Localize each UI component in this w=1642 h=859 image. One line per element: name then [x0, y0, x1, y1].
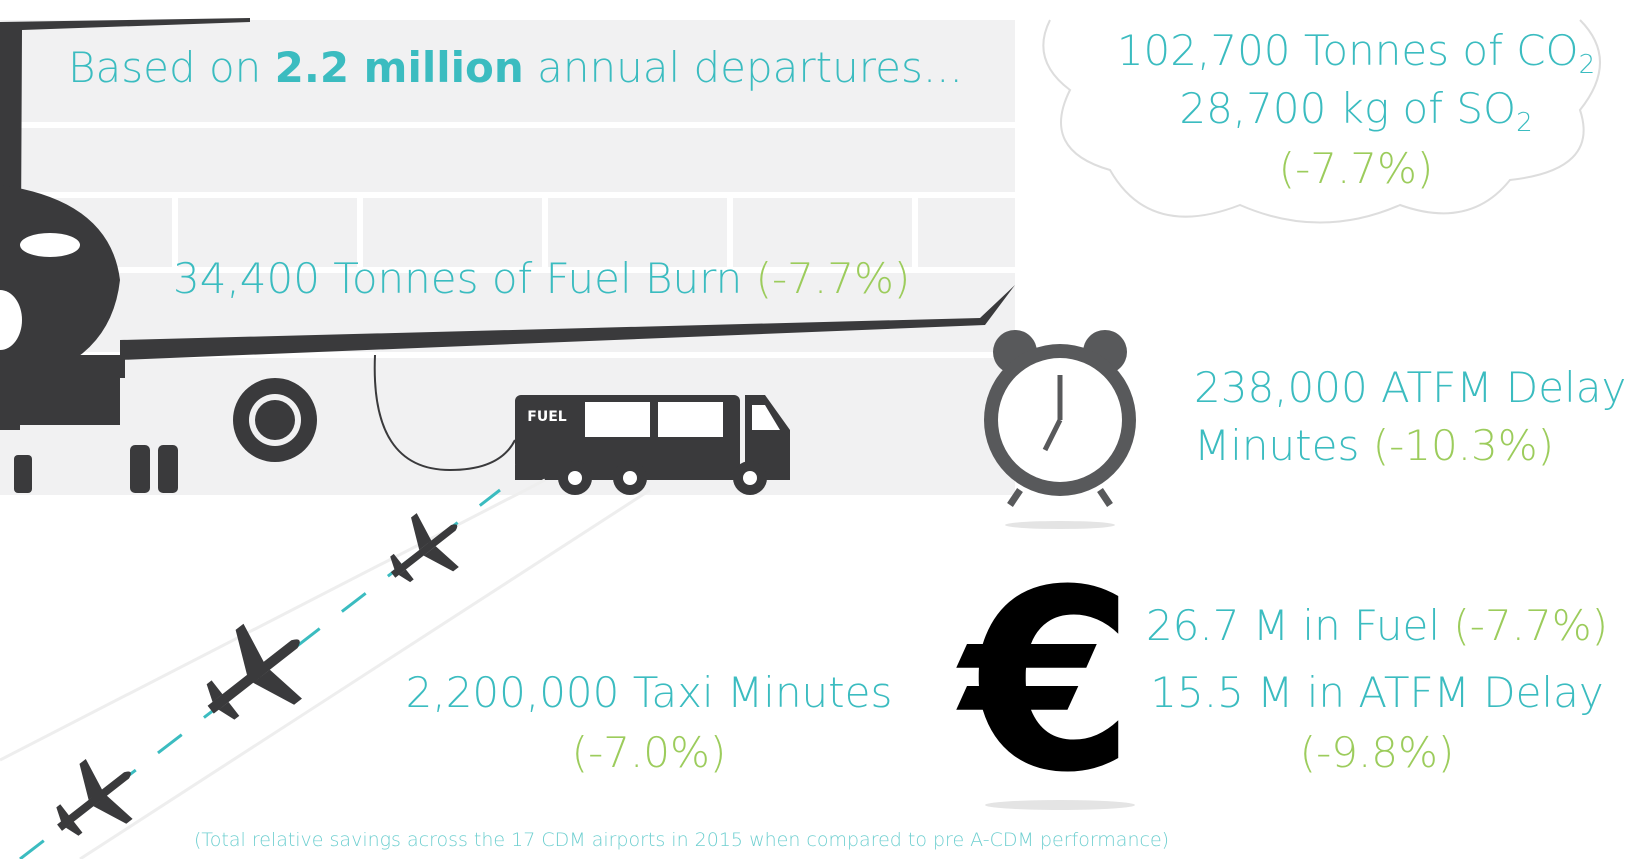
- savings-fuel-text: 26.7 M in Fuel: [1146, 601, 1440, 650]
- fuel-text: 34,400 Tonnes of Fuel Burn: [173, 254, 742, 303]
- co2-line: 102,700 Tonnes of CO2: [1117, 30, 1595, 78]
- taxi-text: 2,200,000 Taxi Minutes: [406, 672, 893, 714]
- header: Based on 2.2 million annual departures..…: [68, 47, 963, 89]
- infographic: FUEL € Based on 2.2 million annual depar…: [0, 0, 1642, 859]
- atfm-text: Minutes: [1194, 421, 1359, 470]
- cockpit: [20, 233, 80, 257]
- co2-text: 102,700 Tonnes of CO: [1117, 26, 1579, 75]
- header-highlight: 2.2 million: [275, 43, 524, 92]
- footnote: (Total relative savings across the 17 CD…: [194, 831, 1169, 850]
- atfm-change: (-10.3%): [1373, 421, 1554, 470]
- taxi-change: (-7.0%): [572, 732, 727, 774]
- subscript: 2: [1579, 50, 1596, 80]
- truck-label: FUEL: [527, 409, 566, 425]
- fuel-change: (-7.7%): [756, 254, 911, 303]
- so2-text: 28,700 kg of SO: [1179, 84, 1516, 133]
- subscript: 2: [1516, 108, 1533, 138]
- euro-icon: €: [956, 536, 1135, 827]
- savings-atfm-change: (-9.8%): [1300, 732, 1455, 774]
- fuel-line: 34,400 Tonnes of Fuel Burn (-7.7%): [173, 258, 910, 300]
- header-text: annual departures...: [537, 43, 963, 92]
- emissions-change: (-7.7%): [1279, 148, 1434, 190]
- savings-fuel-change: (-7.7%): [1453, 601, 1608, 650]
- header-text: Based on: [68, 43, 261, 92]
- savings-fuel: 26.7 M in Fuel (-7.7%): [1146, 605, 1608, 647]
- clock: [984, 330, 1136, 529]
- atfm-line-2: Minutes (-10.3%): [1194, 425, 1554, 467]
- so2-line: 28,700 kg of SO2: [1179, 88, 1532, 136]
- atfm-line-1: 238,000 ATFM Delay: [1194, 367, 1626, 409]
- savings-atfm-text: 15.5 M in ATFM Delay: [1150, 672, 1603, 714]
